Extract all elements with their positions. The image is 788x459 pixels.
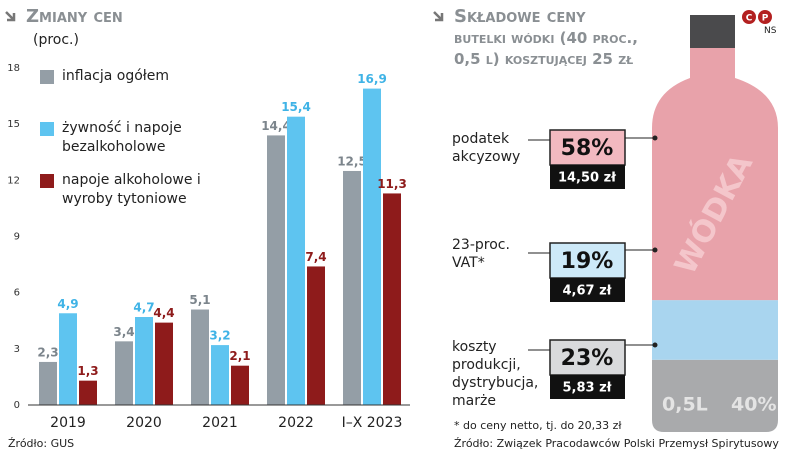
subtitle: butelki wódki (40 proc., 0,5 l) kosztują… [454, 29, 638, 68]
value-label: 14,4 [261, 119, 291, 133]
title: Składowe ceny [454, 6, 586, 27]
amount-box [550, 278, 625, 302]
logo-c [742, 10, 756, 24]
value-label: 7,4 [305, 250, 326, 264]
bar [343, 170, 361, 405]
legend-label: napoje alkoholowe i wyroby tytoniowe [62, 171, 232, 209]
connector-dot [652, 342, 658, 348]
y-tick-label: 18 [7, 63, 20, 74]
bar [287, 116, 305, 405]
bar [39, 361, 57, 405]
bar [267, 135, 285, 405]
value-label: 1,3 [77, 364, 98, 378]
source: Źródło: GUS [8, 437, 75, 450]
bar [211, 345, 229, 405]
legend-label: żywność i napoje bezalkoholowe [62, 119, 232, 157]
value-label: 11,3 [377, 177, 407, 191]
bar [135, 317, 153, 405]
amount-box [550, 165, 625, 189]
value-label: 4,9 [57, 297, 78, 311]
y-tick-label: 6 [14, 288, 20, 299]
x-tick-label: 2021 [202, 415, 238, 431]
percent-label: 58% [561, 136, 614, 161]
bar [191, 309, 209, 405]
source: Źródło: Związek Pracodawców Polski Przem… [454, 437, 779, 450]
logo-text: NS [764, 26, 777, 36]
value-label: 5,1 [189, 293, 210, 307]
bottle-text: 0,5L [662, 394, 708, 416]
legend-swatch [40, 122, 54, 136]
y-tick-label: 0 [14, 400, 20, 411]
logo-letter: P [762, 14, 769, 24]
x-tick-label: 2019 [50, 415, 86, 431]
legend-label: inflacja ogółem [62, 67, 232, 86]
percent-label: 19% [561, 249, 614, 274]
percent-box [549, 129, 626, 166]
value-label: 12,5 [337, 154, 367, 168]
value-label: 15,4 [281, 100, 311, 114]
x-tick-label: I–X 2023 [342, 415, 403, 431]
segment-label: podatek akcyzowy [452, 131, 521, 165]
bottle-cap [652, 15, 778, 48]
legend-swatch [40, 174, 54, 188]
value-label: 3,4 [113, 325, 134, 339]
logo-letter: C [746, 14, 753, 24]
connector-dot [652, 247, 658, 253]
bar [363, 88, 381, 405]
bar [383, 193, 401, 405]
title: Zmiany cen [26, 6, 123, 27]
amount-box [550, 375, 625, 399]
amount-label: 14,50 zł [558, 171, 617, 186]
segment [652, 118, 778, 301]
segment-label: 23-proc. VAT* [452, 237, 510, 271]
bar [307, 266, 325, 405]
bar [115, 341, 133, 405]
footnote: * do ceny netto, tj. do 20,33 zł [454, 419, 622, 432]
bar [231, 365, 249, 405]
arrow-icon [5, 11, 16, 22]
value-label: 4,7 [133, 301, 154, 315]
bar [59, 313, 77, 405]
segment [652, 359, 778, 432]
bottle-text: 40% [731, 394, 776, 416]
bar [155, 322, 173, 405]
percent-box [549, 339, 626, 376]
y-tick-label: 15 [7, 119, 20, 130]
value-label: 3,2 [209, 329, 230, 343]
value-label: 2,3 [37, 345, 58, 359]
y-tick-label: 9 [14, 232, 20, 243]
value-label: 16,9 [357, 72, 387, 86]
x-tick-label: 2020 [126, 415, 162, 431]
amount-label: 5,83 zł [563, 381, 613, 396]
percent-label: 23% [561, 346, 614, 371]
connector-dot [652, 135, 658, 141]
segment-label: koszty produkcji, dystrybucja, marże [452, 339, 539, 409]
value-label: 4,4 [153, 306, 174, 320]
value-label: 2,1 [229, 349, 250, 363]
arrow-icon [433, 11, 444, 22]
legend-swatch [40, 70, 54, 84]
y-tick-label: 12 [7, 175, 20, 186]
x-tick-label: 2022 [278, 415, 314, 431]
y-tick-label: 3 [14, 344, 20, 355]
logo-p [758, 10, 772, 24]
bar [79, 380, 97, 405]
amount-label: 4,67 zł [563, 284, 613, 299]
subtitle: (proc.) [33, 32, 79, 48]
segment [652, 300, 778, 360]
